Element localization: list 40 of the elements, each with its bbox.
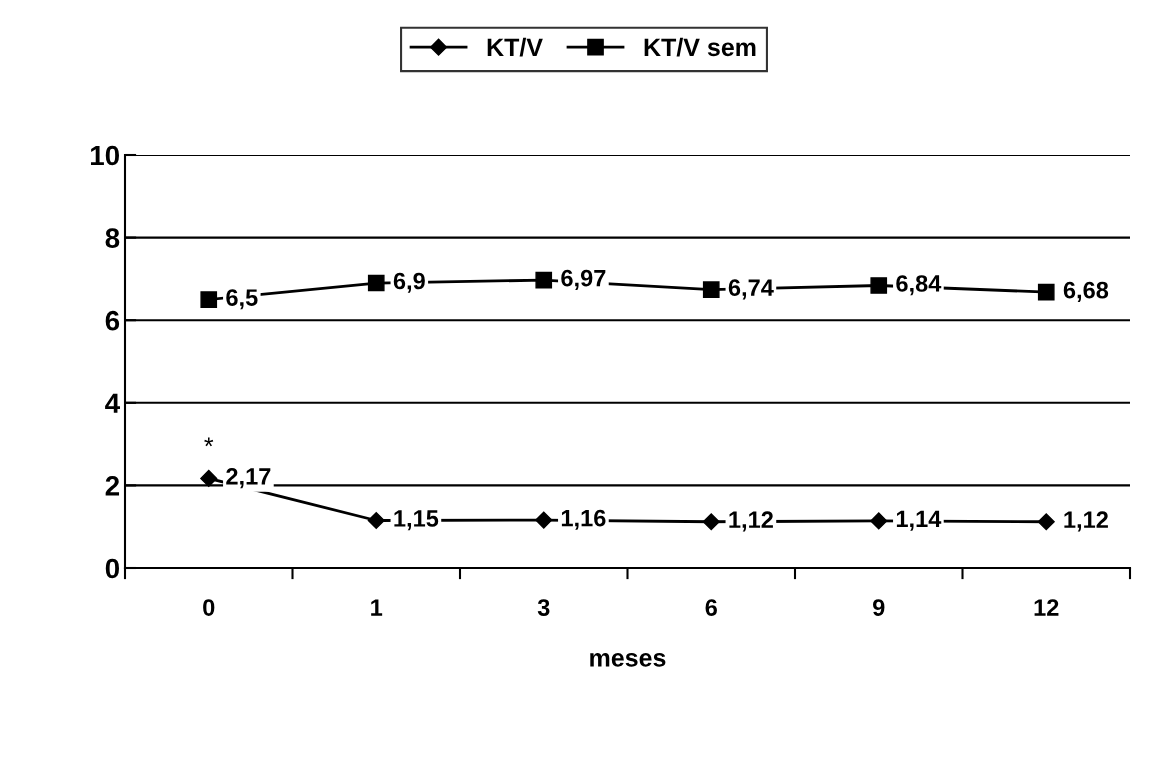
data-label: 6,74 [728, 279, 774, 300]
annotation: * [204, 437, 214, 447]
y-tick-label: 10 [90, 145, 119, 166]
data-label: 6,9 [393, 272, 425, 293]
data-label: 1,12 [1064, 511, 1108, 532]
y-tick-label: 0 [105, 558, 119, 579]
data-label: 6,97 [561, 269, 606, 290]
x-axis-title: meses [590, 653, 666, 667]
x-tick-label: 6 [705, 599, 717, 616]
point [535, 511, 553, 529]
point [870, 512, 888, 530]
point [870, 277, 888, 294]
x-tick-label: 9 [873, 599, 885, 616]
point [367, 274, 385, 292]
point [1037, 283, 1055, 301]
data-label: 1,15 [394, 510, 439, 531]
point [702, 281, 720, 298]
y-tick-label: 2 [105, 476, 120, 496]
data-label: 6,68 [1063, 281, 1109, 302]
x-tick-label: 1 [371, 599, 383, 616]
x-tick-label: 12 [1034, 599, 1059, 616]
y-tick-label: 8 [105, 228, 120, 248]
y-tick-label: 6 [105, 310, 120, 331]
point [1037, 513, 1055, 531]
data-label: 1,16 [561, 509, 606, 530]
x-tick-label: 3 [537, 599, 550, 616]
data-label: 6,84 [896, 275, 942, 296]
legend-label: KT/V sem [644, 37, 756, 57]
legend-label: KT/V [487, 37, 543, 57]
data-label: 6,5 [226, 289, 258, 310]
point [200, 469, 218, 487]
data-label: 1,14 [896, 510, 942, 531]
point [702, 513, 720, 531]
data-label: 1,12 [729, 511, 773, 532]
data-label: 2,17 [226, 468, 271, 489]
y-tick-label: 4 [105, 393, 120, 413]
point [200, 291, 218, 308]
point [367, 511, 385, 530]
point [535, 271, 553, 289]
x-tick-label: 0 [203, 599, 215, 616]
